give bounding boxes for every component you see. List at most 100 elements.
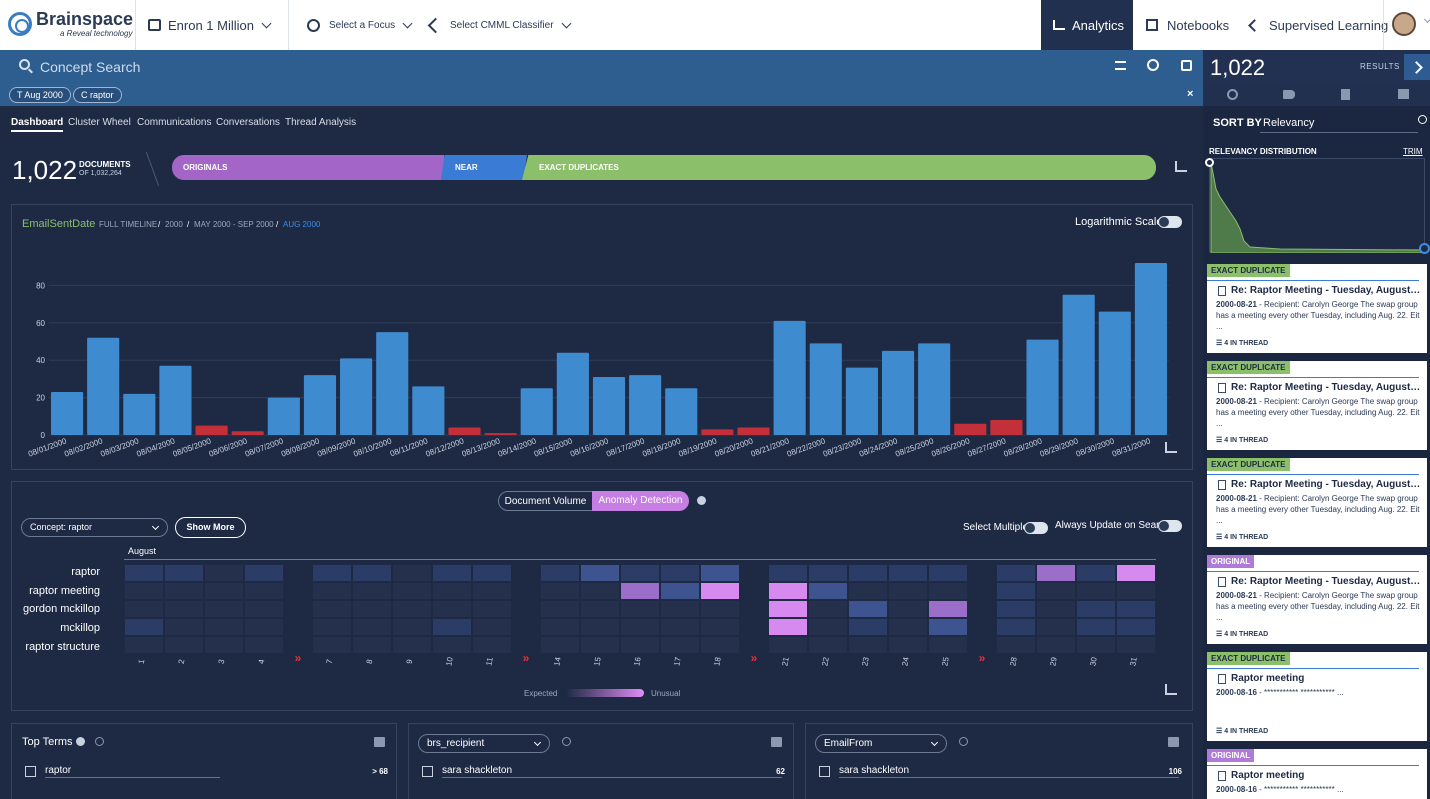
heatmap-cell[interactable] — [313, 583, 351, 599]
bar[interactable] — [340, 358, 373, 435]
result-card[interactable]: ORIGINAL Re: Raptor Meeting - Tuesday, A… — [1207, 555, 1427, 644]
bar[interactable] — [918, 343, 951, 435]
heatmap-cell[interactable] — [245, 601, 283, 617]
archive-icon[interactable] — [1398, 89, 1409, 99]
heatmap-cell[interactable] — [165, 601, 203, 617]
bar[interactable] — [954, 423, 987, 435]
card-title[interactable]: Re: Raptor Meeting - Tuesday, August 22,… — [1231, 479, 1421, 490]
tab-thread-analysis[interactable]: Thread Analysis — [285, 117, 357, 128]
tab-communications[interactable]: Communications — [137, 117, 212, 128]
heatmap-cell[interactable] — [621, 565, 659, 581]
bar[interactable] — [123, 393, 156, 435]
focus-selector[interactable]: Select a Focus — [307, 0, 413, 50]
document-icon[interactable] — [1341, 89, 1350, 100]
heatmap-cell[interactable] — [125, 583, 163, 599]
nav-supervised-learning[interactable]: Supervised Learning — [1248, 0, 1388, 50]
heatmap-cell[interactable] — [849, 565, 887, 581]
heatmap-cell[interactable] — [353, 637, 391, 653]
search-icon[interactable] — [1418, 115, 1427, 124]
bar[interactable] — [1026, 339, 1059, 435]
card-thread-count[interactable]: ☰ 4 IN THREAD — [1216, 340, 1269, 347]
card-thread-count[interactable]: ☰ 4 IN THREAD — [1216, 631, 1269, 638]
heatmap-cell[interactable] — [433, 637, 471, 653]
search-icon[interactable] — [95, 737, 104, 746]
facet-item-label[interactable]: sara shackleton — [442, 765, 513, 776]
heatmap-cell[interactable] — [473, 619, 511, 635]
heatmap-cell[interactable] — [205, 619, 243, 635]
heatmap-cell[interactable] — [621, 637, 659, 653]
heatmap-cell[interactable] — [205, 601, 243, 617]
anomaly-detection-button[interactable]: Anomaly Detection — [592, 491, 689, 511]
search-icon[interactable] — [19, 59, 30, 70]
heatmap-cell[interactable] — [997, 619, 1035, 635]
heatmap-cell[interactable] — [313, 637, 351, 653]
heatmap-cell[interactable] — [541, 565, 579, 581]
heatmap-cell[interactable] — [1077, 583, 1115, 599]
chart-icon[interactable] — [1165, 442, 1177, 453]
originals-segment[interactable]: ORIGINALS — [172, 155, 444, 180]
trim-handle-end[interactable] — [1419, 243, 1430, 254]
heatmap-cell[interactable] — [889, 601, 927, 617]
heatmap-cell[interactable] — [245, 565, 283, 581]
chart-icon[interactable] — [1165, 684, 1177, 695]
heatmap-cell[interactable] — [393, 601, 431, 617]
trim-link[interactable]: TRIM — [1403, 147, 1423, 156]
bar[interactable] — [267, 397, 300, 435]
heatmap-cell[interactable] — [473, 583, 511, 599]
heatmap-cell[interactable] — [125, 619, 163, 635]
heatmap-cell[interactable] — [125, 601, 163, 617]
facet-checkbox[interactable] — [25, 766, 36, 777]
heatmap-cell[interactable] — [1037, 637, 1075, 653]
breadcrumb-month[interactable]: AUG 2000 — [283, 220, 321, 229]
tab-conversations[interactable]: Conversations — [216, 117, 280, 128]
heatmap-cell[interactable] — [433, 619, 471, 635]
heatmap-cell[interactable] — [1077, 565, 1115, 581]
heatmap-cell[interactable] — [433, 601, 471, 617]
heatmap-cell[interactable] — [889, 619, 927, 635]
sort-by-select[interactable]: Relevancy — [1263, 117, 1315, 129]
heatmap-cell[interactable] — [889, 583, 927, 599]
bar[interactable] — [701, 429, 734, 435]
heatmap-cell[interactable] — [621, 583, 659, 599]
heatmap-cell[interactable] — [353, 619, 391, 635]
heatmap-cell[interactable] — [701, 565, 739, 581]
heatmap-cell[interactable] — [1037, 601, 1075, 617]
heatmap-cell[interactable] — [997, 637, 1035, 653]
search-icon[interactable] — [562, 737, 571, 746]
expand-panel-button[interactable] — [1404, 54, 1430, 80]
nav-analytics[interactable]: Analytics — [1041, 0, 1133, 50]
bar[interactable] — [231, 431, 264, 435]
heatmap-cell[interactable] — [701, 601, 739, 617]
trim-handle-start[interactable] — [1205, 158, 1214, 167]
bar[interactable] — [592, 377, 626, 435]
heatmap-cell[interactable] — [165, 583, 203, 599]
heatmap-cell[interactable] — [809, 565, 847, 581]
heatmap-row-label[interactable]: raptor — [71, 566, 100, 578]
target-icon[interactable] — [1147, 59, 1159, 71]
log-scale-toggle[interactable] — [1158, 216, 1182, 228]
card-title[interactable]: Raptor meeting — [1231, 770, 1305, 781]
card-thread-count[interactable]: ☰ 4 IN THREAD — [1216, 534, 1269, 541]
heatmap-cell[interactable] — [125, 637, 163, 653]
heatmap-cell[interactable] — [1037, 565, 1075, 581]
heatmap-cell[interactable] — [1117, 601, 1155, 617]
heatmap-cell[interactable] — [889, 637, 927, 653]
document-volume-button[interactable]: Document Volume — [498, 491, 593, 511]
bar[interactable] — [809, 343, 842, 435]
card-title[interactable]: Raptor meeting — [1231, 673, 1305, 684]
bar[interactable] — [51, 391, 84, 435]
bar[interactable] — [1062, 294, 1095, 435]
heatmap-cell[interactable] — [889, 565, 927, 581]
heatmap-cell[interactable] — [541, 601, 579, 617]
heatmap-cell[interactable] — [313, 565, 351, 581]
heatmap-cell[interactable] — [769, 565, 807, 581]
bar[interactable] — [484, 433, 517, 435]
heatmap-cell[interactable] — [621, 619, 659, 635]
focus-icon[interactable] — [1227, 89, 1238, 100]
exact-duplicates-segment[interactable]: EXACT DUPLICATES — [522, 155, 1156, 180]
heatmap-cell[interactable] — [581, 619, 619, 635]
heatmap-cell[interactable] — [245, 583, 283, 599]
heatmap-cell[interactable] — [849, 619, 887, 635]
bar[interactable] — [737, 427, 770, 435]
heatmap-cell[interactable] — [661, 637, 699, 653]
